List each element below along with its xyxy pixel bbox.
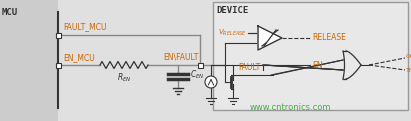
- Text: OC/SC: OC/SC: [406, 53, 411, 58]
- Text: EN\FAULT: EN\FAULT: [163, 52, 199, 61]
- Text: www.cntronics.com: www.cntronics.com: [249, 103, 331, 112]
- Text: $R_{EN}$: $R_{EN}$: [117, 72, 131, 84]
- Text: MCU: MCU: [2, 8, 18, 17]
- Bar: [55, 33, 60, 38]
- Bar: [213, 2, 408, 110]
- Bar: [55, 63, 60, 68]
- Text: DEVICE: DEVICE: [216, 6, 248, 15]
- Text: EN: EN: [312, 60, 323, 69]
- Circle shape: [205, 76, 217, 88]
- Text: FAULT: FAULT: [238, 63, 260, 72]
- Text: RELEASE: RELEASE: [312, 34, 346, 42]
- Polygon shape: [258, 26, 282, 50]
- Text: EN_MCU: EN_MCU: [63, 53, 95, 62]
- Bar: [198, 63, 203, 68]
- Text: THSD: THSD: [406, 68, 411, 72]
- Bar: [0, 0, 58, 121]
- Text: $C_{EN}$: $C_{EN}$: [190, 69, 205, 81]
- Text: $V_{RELEASE}$: $V_{RELEASE}$: [218, 28, 247, 38]
- Text: FAULT_MCU: FAULT_MCU: [63, 22, 106, 31]
